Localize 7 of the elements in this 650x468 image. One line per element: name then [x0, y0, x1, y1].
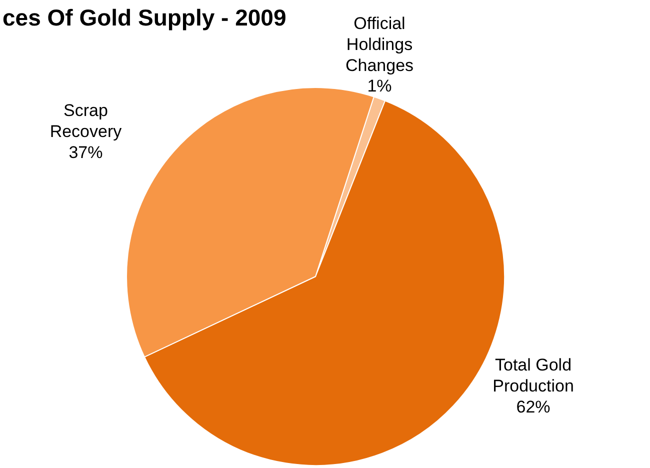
data-label: 62% [516, 397, 550, 416]
slice-label: Official Holdings Changes [345, 14, 414, 75]
data-label: 1% [367, 76, 392, 96]
data-label: 37% [68, 142, 103, 162]
chart-title: ces Of Gold Supply - 2009 [2, 4, 286, 30]
slice-label: Scrap Recovery [50, 101, 122, 142]
slice-label: Total Gold Production [492, 355, 574, 396]
